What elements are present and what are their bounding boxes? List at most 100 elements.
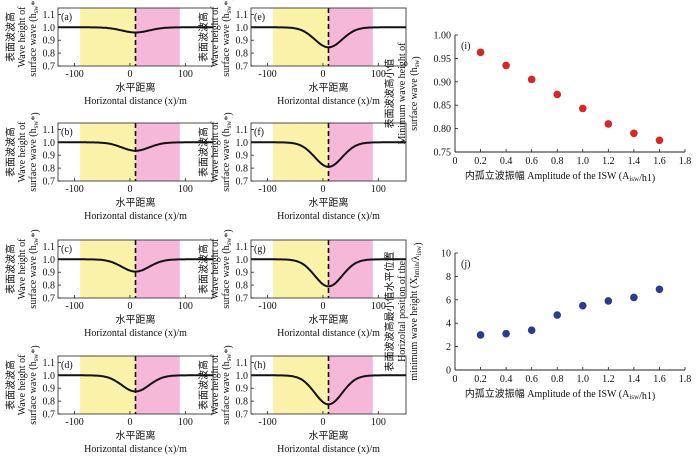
yellow-band xyxy=(273,240,329,298)
x-axis-label-en: Horizontal distance (x)/m xyxy=(277,96,380,107)
plot-frame xyxy=(57,122,214,182)
x-tick-label: 1.0 xyxy=(577,156,590,167)
x-tick-label: 0.2 xyxy=(474,156,487,167)
x-tick-label: 0 xyxy=(127,301,132,312)
x-axis-label-en: Horizontal distance (x)/m xyxy=(277,444,380,455)
x-tick-label: 1.4 xyxy=(628,156,641,167)
y-axis-label-en2: surface wave (hsw*) xyxy=(221,112,234,191)
x-axis-label: 内孤立波振幅 Amplitude of the ISW (Aisw/h1) xyxy=(465,169,655,184)
y-tick-label: 0.95 xyxy=(434,54,452,65)
y-tick-label: 0.9 xyxy=(43,384,56,395)
y-tick-label: 0.7 xyxy=(43,410,56,421)
yellow-band xyxy=(273,356,329,414)
x-tick-label: 1.8 xyxy=(679,374,692,385)
plot-frame xyxy=(250,239,407,299)
panel-f: 0.7 0.8 0.9 1.0 1.1 -100 0 100 (f) 水平距离 Horizontal… xyxy=(197,112,407,222)
y-tick-label: 1.1 xyxy=(236,358,249,369)
data-point xyxy=(630,129,638,138)
y-axis-label-en: Wave height of xyxy=(210,238,221,300)
x-axis-label-cn: 水平距离 xyxy=(309,429,349,442)
x-tick-label: 0.6 xyxy=(525,156,538,167)
x-tick-label: 0.8 xyxy=(551,374,564,385)
y-tick-label: 0.7 xyxy=(236,62,249,73)
data-point xyxy=(527,75,536,84)
panel-label: (h) xyxy=(254,360,266,371)
x-tick-label: 0 xyxy=(127,184,132,195)
wave-curve xyxy=(251,26,406,49)
panel-b: 0.7 0.8 0.9 1.0 1.1 -100 0 100 (b) 水平距离 Horizontal… xyxy=(4,112,214,222)
x-tick-label: 0 xyxy=(320,69,325,80)
y-tick-label: 0.7 xyxy=(43,294,56,305)
y-tick-label: 0.85 xyxy=(434,101,452,112)
panel-d: 0.7 0.8 0.9 1.0 1.1 -100 0 100 (d) 水平距离 Horizontal… xyxy=(4,345,214,455)
x-tick-label: 100 xyxy=(371,417,386,428)
data-point xyxy=(655,136,664,145)
y-tick-label: 0.7 xyxy=(236,294,249,305)
x-tick-label: 100 xyxy=(178,301,193,312)
x-axis-label-cn: 水平距离 xyxy=(116,196,156,209)
y-tick-label: 1.0 xyxy=(43,371,56,382)
y-tick-label: 1.0 xyxy=(236,371,249,382)
y-tick-label: 0.9 xyxy=(43,151,56,162)
x-tick-label: 0 xyxy=(453,156,458,167)
x-axis-label-cn: 水平距离 xyxy=(116,313,156,326)
y-tick-label: 0.9 xyxy=(236,384,249,395)
x-axis-label-en: Horizontal distance (x)/m xyxy=(84,444,187,455)
x-tick-label: 0 xyxy=(127,417,132,428)
data-point xyxy=(655,285,664,294)
y-axis-label-cn: 表面波波高 xyxy=(4,12,17,62)
y-tick-label: 0.8 xyxy=(236,397,249,408)
y-tick-label: 0.7 xyxy=(43,177,56,188)
data-point xyxy=(553,311,562,319)
y-axis-label-en: Wave height of xyxy=(210,6,221,68)
data-point xyxy=(578,104,587,113)
yellow-band xyxy=(273,123,329,181)
x-tick-label: 0 xyxy=(320,301,325,312)
panel-label: (d) xyxy=(61,360,73,371)
y-tick-label: 0.9 xyxy=(236,268,249,279)
y-tick-label: 6 xyxy=(446,295,451,306)
y-tick-label: 0.9 xyxy=(43,268,56,279)
panel-label: (j) xyxy=(461,259,470,270)
y-tick-label: 0.8 xyxy=(43,164,56,175)
panel-label: (g) xyxy=(254,244,266,255)
data-point xyxy=(502,61,510,70)
x-tick-label: -100 xyxy=(258,184,276,195)
x-axis-label-en: Horizontal distance (x)/m xyxy=(277,328,380,339)
wave-curve xyxy=(58,258,213,273)
data-point xyxy=(527,326,536,335)
y-axis-label-en: Wave height of xyxy=(17,238,28,300)
y-axis-label-en2: surface wave (hsw*) xyxy=(28,112,41,191)
plot-frame xyxy=(250,122,407,182)
x-tick-label: 100 xyxy=(178,184,193,195)
y-tick-label: 1.1 xyxy=(236,10,249,21)
pink-band xyxy=(328,8,373,66)
plot-frame xyxy=(57,355,214,415)
yellow-band xyxy=(80,356,136,414)
y-axis-label-cn: 表面波波高 xyxy=(4,244,17,294)
x-axis-label-cn: 水平距离 xyxy=(309,81,349,94)
panel-c: 0.7 0.8 0.9 1.0 1.1 -100 0 100 (c) 水平距离 Horizontal… xyxy=(4,229,214,339)
plot-frame xyxy=(57,7,214,67)
y-tick-label: 0.8 xyxy=(43,49,56,60)
y-axis-label-en2: surface wave (hsw) xyxy=(409,56,422,130)
x-axis-label-en: Horizontal distance (x)/m xyxy=(84,211,187,222)
x-tick-label: 1.2 xyxy=(602,156,615,167)
y-tick-label: 8 xyxy=(446,272,451,283)
y-tick-label: 1.1 xyxy=(43,125,56,136)
y-tick-label: 1.00 xyxy=(434,31,452,42)
x-tick-label: 100 xyxy=(178,417,193,428)
x-tick-label: 100 xyxy=(178,69,193,80)
yellow-band xyxy=(80,8,136,66)
x-tick-label: 0.4 xyxy=(500,374,513,385)
y-tick-label: 0.9 xyxy=(43,36,56,47)
y-axis-label-cn: 表面波波高 xyxy=(197,244,210,294)
y-axis-label-en2: surface wave (hsw*) xyxy=(28,0,41,77)
pink-band xyxy=(135,240,180,298)
panel-h: 0.7 0.8 0.9 1.0 1.1 -100 0 100 (h) 水平距离 Horizontal… xyxy=(197,345,407,455)
y-tick-label: 1.0 xyxy=(43,23,56,34)
y-tick-label: 1.0 xyxy=(43,138,56,149)
y-tick-label: 0.9 xyxy=(236,151,249,162)
y-axis-label-en2: surface wave (hsw*) xyxy=(28,229,41,308)
